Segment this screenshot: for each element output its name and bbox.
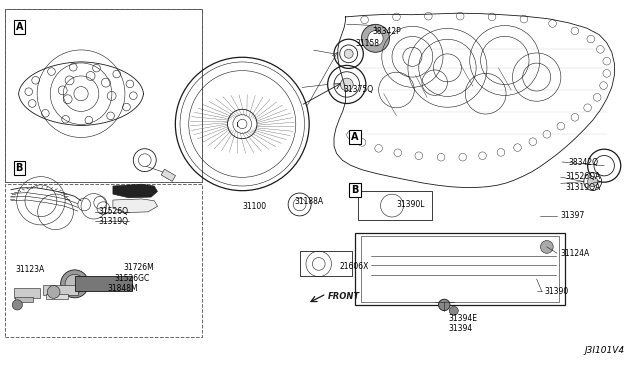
Text: 31319Q: 31319Q bbox=[99, 217, 128, 225]
Polygon shape bbox=[113, 199, 157, 212]
Text: A: A bbox=[351, 132, 359, 142]
Bar bbox=[362, 236, 559, 302]
Circle shape bbox=[61, 270, 89, 298]
Text: A: A bbox=[15, 22, 23, 32]
Text: B: B bbox=[15, 163, 23, 173]
Bar bbox=[4, 9, 202, 182]
Text: B: B bbox=[351, 185, 359, 195]
Circle shape bbox=[449, 307, 458, 315]
Bar bbox=[46, 294, 68, 299]
Circle shape bbox=[362, 24, 390, 52]
Bar bbox=[75, 276, 132, 291]
Bar bbox=[15, 297, 33, 302]
Circle shape bbox=[340, 78, 353, 91]
Text: 31124A: 31124A bbox=[561, 249, 590, 258]
Text: 31390: 31390 bbox=[544, 287, 568, 296]
Text: 31526QA: 31526QA bbox=[565, 172, 600, 181]
Bar bbox=[4, 184, 202, 337]
Text: 31390L: 31390L bbox=[396, 200, 425, 209]
Text: 31394: 31394 bbox=[449, 324, 473, 333]
Circle shape bbox=[368, 31, 383, 46]
Bar bbox=[300, 251, 352, 276]
Text: 31526Q: 31526Q bbox=[99, 207, 128, 217]
Text: 31726M: 31726M bbox=[124, 263, 154, 272]
Text: 31375Q: 31375Q bbox=[343, 85, 373, 94]
Text: J3I101V4: J3I101V4 bbox=[584, 346, 625, 355]
Bar bbox=[4, 9, 202, 182]
Bar bbox=[43, 285, 78, 295]
Circle shape bbox=[12, 300, 22, 310]
Text: 31319QA: 31319QA bbox=[565, 183, 600, 192]
Text: 31100: 31100 bbox=[243, 202, 266, 211]
Circle shape bbox=[438, 299, 450, 311]
Bar bbox=[355, 233, 565, 305]
Text: FRONT: FRONT bbox=[328, 292, 360, 301]
Bar bbox=[161, 169, 175, 181]
Text: 31158: 31158 bbox=[356, 39, 380, 48]
Bar bbox=[14, 288, 40, 298]
Circle shape bbox=[47, 286, 60, 298]
Bar bbox=[358, 191, 431, 220]
Text: 38342Q: 38342Q bbox=[568, 157, 598, 167]
Text: 31123A: 31123A bbox=[15, 264, 45, 273]
Text: 21606X: 21606X bbox=[339, 262, 369, 270]
Text: 31188A: 31188A bbox=[294, 197, 324, 206]
Circle shape bbox=[65, 274, 84, 294]
Circle shape bbox=[344, 49, 353, 58]
Circle shape bbox=[588, 176, 598, 187]
Text: 31526GC: 31526GC bbox=[114, 274, 149, 283]
Text: 31394E: 31394E bbox=[449, 314, 477, 323]
Text: 31397: 31397 bbox=[561, 211, 585, 220]
Text: 31848M: 31848M bbox=[108, 284, 138, 293]
Polygon shape bbox=[113, 184, 157, 198]
Circle shape bbox=[540, 241, 553, 253]
Text: 38342P: 38342P bbox=[372, 27, 401, 36]
